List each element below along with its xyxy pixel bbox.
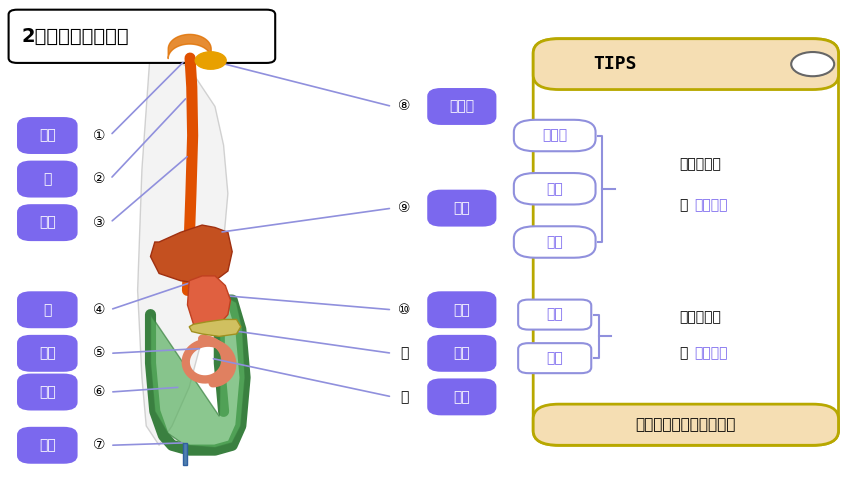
Polygon shape (176, 34, 202, 58)
Text: ①: ① (93, 129, 105, 142)
Text: 唾液腺: 唾液腺 (449, 100, 475, 113)
Circle shape (791, 52, 834, 76)
Text: 2、消化系统的组成: 2、消化系统的组成 (22, 27, 129, 46)
FancyBboxPatch shape (533, 39, 838, 90)
Polygon shape (150, 298, 245, 448)
Text: 肝脏: 肝脏 (453, 201, 470, 215)
Text: ⑨: ⑨ (398, 201, 410, 215)
Text: ⑧: ⑧ (398, 100, 410, 113)
Text: ⑤: ⑤ (93, 347, 105, 360)
FancyBboxPatch shape (18, 336, 77, 371)
FancyBboxPatch shape (533, 404, 838, 445)
Text: ⑦: ⑦ (93, 439, 105, 452)
FancyBboxPatch shape (18, 205, 77, 240)
Text: 小肠: 小肠 (39, 347, 56, 360)
Text: 肝脏是人体最大的消化腺: 肝脏是人体最大的消化腺 (636, 417, 736, 432)
Text: 食道: 食道 (39, 216, 56, 229)
FancyBboxPatch shape (428, 191, 495, 226)
FancyBboxPatch shape (428, 379, 495, 414)
Text: 唾液腺: 唾液腺 (542, 129, 568, 142)
FancyBboxPatch shape (518, 343, 592, 373)
Text: 消化道外面: 消化道外面 (679, 158, 722, 171)
Text: ②: ② (93, 172, 105, 186)
FancyBboxPatch shape (18, 375, 77, 409)
Text: ⑪: ⑪ (400, 347, 408, 360)
Text: 胃腺: 胃腺 (453, 303, 470, 317)
Text: 胃腺: 胃腺 (546, 308, 563, 321)
FancyBboxPatch shape (9, 10, 275, 63)
Polygon shape (138, 48, 228, 445)
FancyBboxPatch shape (514, 227, 595, 257)
Text: 肛门: 肛门 (39, 439, 56, 452)
Circle shape (195, 52, 226, 69)
Text: 的: 的 (679, 199, 688, 212)
FancyBboxPatch shape (18, 118, 77, 153)
FancyBboxPatch shape (514, 120, 595, 151)
Text: ⑩: ⑩ (398, 303, 410, 317)
Text: 口腔: 口腔 (39, 129, 56, 142)
FancyBboxPatch shape (428, 89, 495, 124)
Text: ③: ③ (93, 216, 105, 229)
Text: 肠腺: 肠腺 (546, 351, 563, 365)
Text: ④: ④ (93, 303, 105, 317)
FancyBboxPatch shape (18, 162, 77, 197)
Text: ⑥: ⑥ (93, 385, 105, 399)
Text: 大消化腺: 大消化腺 (694, 199, 728, 212)
Text: 肠腺: 肠腺 (453, 390, 470, 404)
Polygon shape (187, 276, 230, 327)
Text: 大肠: 大肠 (39, 385, 56, 399)
Text: 肝脏: 肝脏 (546, 182, 563, 196)
FancyBboxPatch shape (18, 292, 77, 327)
Text: 咽: 咽 (43, 172, 52, 186)
Text: 胃: 胃 (43, 303, 52, 317)
Polygon shape (183, 443, 187, 465)
Text: TIPS: TIPS (593, 55, 637, 73)
Text: 胰腺: 胰腺 (453, 347, 470, 360)
Polygon shape (189, 319, 241, 336)
FancyBboxPatch shape (18, 428, 77, 463)
FancyBboxPatch shape (533, 39, 838, 445)
Text: 胰腺: 胰腺 (546, 235, 563, 249)
FancyBboxPatch shape (428, 292, 495, 327)
FancyBboxPatch shape (428, 336, 495, 371)
FancyBboxPatch shape (514, 173, 595, 204)
Text: 小消化腺: 小消化腺 (694, 347, 728, 360)
FancyBboxPatch shape (518, 300, 592, 330)
Text: 消化道壁内: 消化道壁内 (679, 310, 722, 324)
Text: ⑫: ⑫ (400, 390, 408, 404)
Text: 的: 的 (679, 347, 688, 360)
Polygon shape (150, 225, 232, 283)
